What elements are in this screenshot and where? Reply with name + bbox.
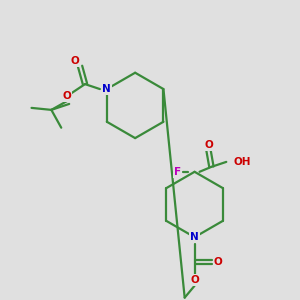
Text: OH: OH — [233, 157, 251, 167]
Text: F: F — [174, 167, 181, 177]
Text: N: N — [190, 232, 199, 242]
Text: O: O — [63, 91, 72, 101]
Text: O: O — [190, 275, 199, 285]
Text: O: O — [204, 140, 213, 150]
Text: O: O — [214, 257, 223, 267]
Text: N: N — [102, 84, 111, 94]
Text: O: O — [71, 56, 80, 66]
